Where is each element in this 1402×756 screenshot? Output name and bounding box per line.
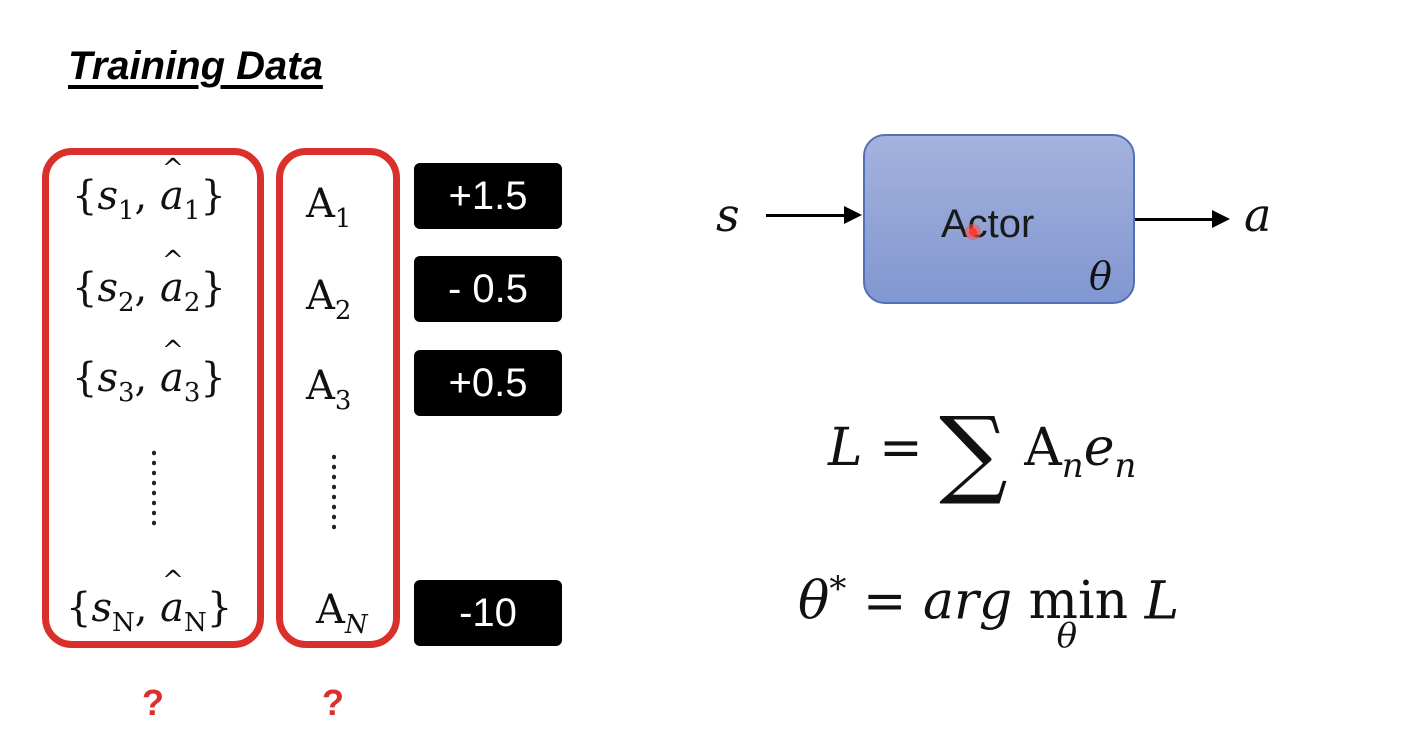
vertical-ellipsis [332, 452, 336, 532]
pointer-cursor-icon [965, 224, 981, 240]
output-arrow [1135, 218, 1215, 221]
advantage-column-box [276, 148, 400, 648]
page-title: Training Data [68, 44, 323, 88]
question-mark: ? [142, 682, 164, 723]
argmin-equation: θ* = arg min θ L [798, 569, 1180, 657]
vertical-ellipsis [152, 448, 156, 528]
advantage-item: AN [316, 587, 368, 640]
state-action-pairs-box [42, 148, 264, 648]
pair-item: {s1, a1} [72, 156, 226, 224]
score-box: +1.5 [414, 163, 562, 229]
actor-label: Actor [941, 202, 1035, 246]
advantage-item: A3 [306, 363, 352, 416]
score-box: - 0.5 [414, 256, 562, 322]
output-arrow-head [1212, 210, 1230, 228]
score-box: +0.5 [414, 350, 562, 416]
score-box: -10 [414, 580, 562, 646]
input-arrow [766, 214, 846, 217]
input-state-label: s [716, 188, 740, 242]
loss-equation: L = ∑ Anen [828, 396, 1137, 508]
input-arrow-head [844, 206, 862, 224]
question-mark: ? [322, 682, 344, 723]
pair-item: {sN, aN} [66, 568, 232, 636]
advantage-item: A1 [306, 181, 352, 234]
actor-parameter: θ [1089, 254, 1112, 298]
actor-box: Actor θ [863, 134, 1135, 304]
pair-item: {s3, a3} [72, 338, 226, 406]
pair-item: {s2, a2} [72, 248, 226, 316]
advantage-item: A2 [306, 273, 352, 326]
output-action-label: a [1244, 188, 1272, 242]
